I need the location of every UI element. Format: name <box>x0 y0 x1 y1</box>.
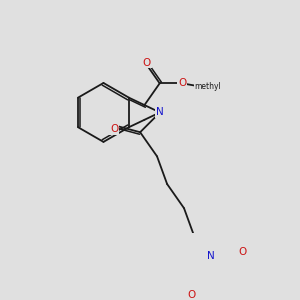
Text: N: N <box>156 107 164 117</box>
Text: O: O <box>110 124 118 134</box>
Text: N: N <box>207 251 215 261</box>
Text: O: O <box>142 58 151 68</box>
Text: O: O <box>238 247 247 257</box>
Text: methyl: methyl <box>195 82 221 91</box>
Text: O: O <box>187 290 195 300</box>
Text: O: O <box>178 78 186 88</box>
